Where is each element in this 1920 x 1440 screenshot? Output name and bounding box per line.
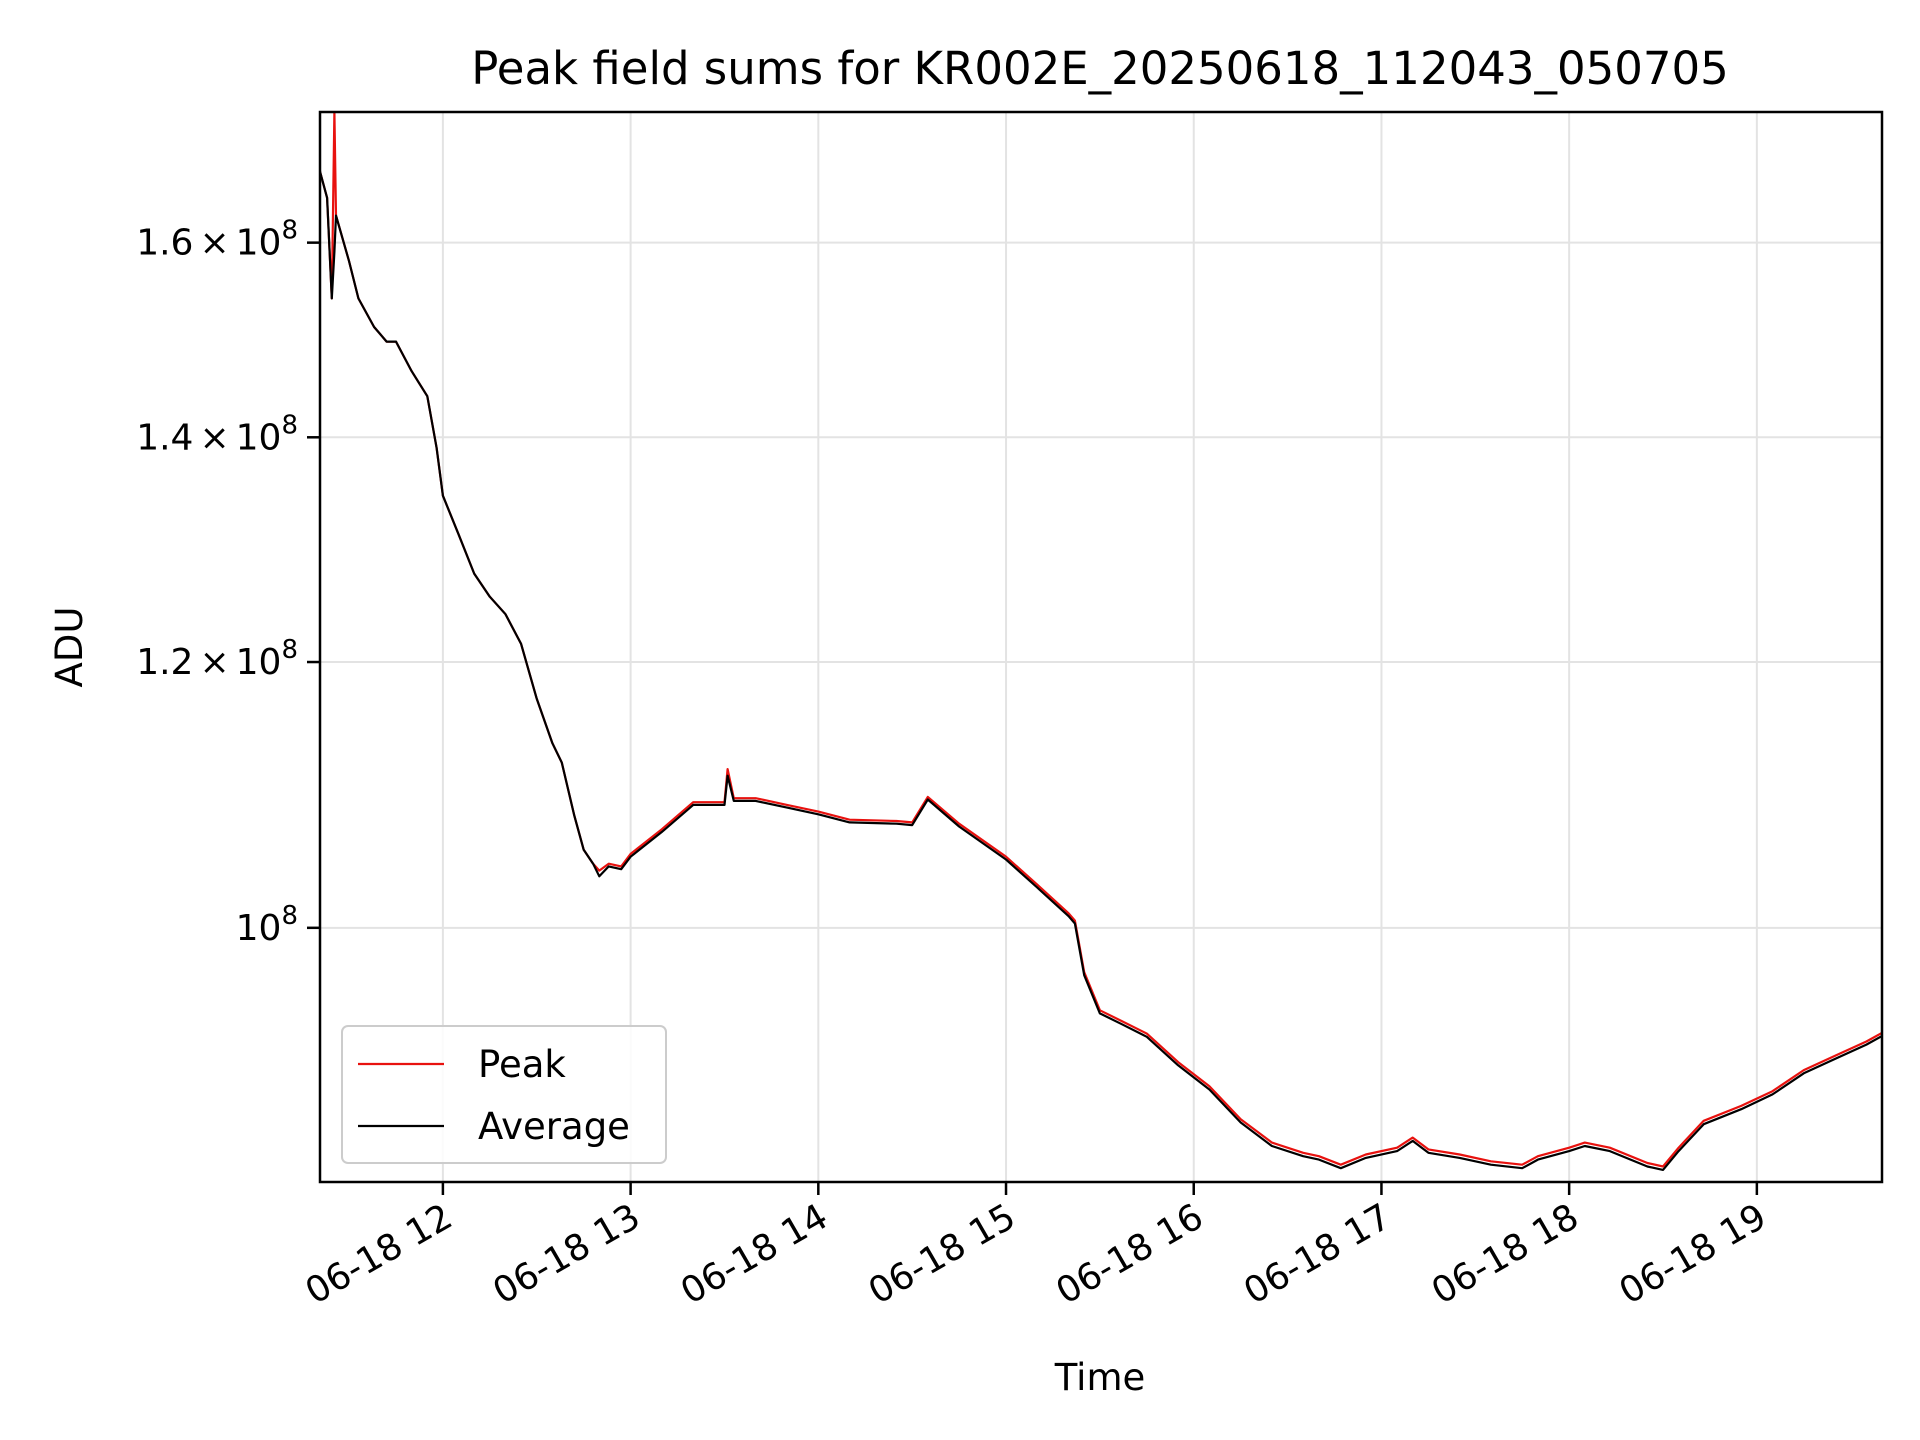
chart-title: Peak field sums for KR002E_20250618_1120… <box>471 42 1729 95</box>
legend-box <box>341 1025 667 1164</box>
y-tick-exponent: 8 <box>281 216 298 246</box>
legend-label-peak: Peak <box>478 1043 566 1086</box>
y-tick-mantissa: 1.4 <box>136 417 193 458</box>
y-tick-label: 108 <box>236 901 298 949</box>
y-tick-label: 1.2 × 108 <box>136 635 298 683</box>
x-axis-ticks: 06-18 12 06-18 13 06-18 14 06-18 15 06-18 16… <box>299 1182 1774 1313</box>
y-tick-exponent: 8 <box>281 901 298 931</box>
plot-frame <box>318 110 1884 1184</box>
legend: Peak Average <box>341 1025 667 1164</box>
y-tick-label: 1.4 × 108 <box>136 410 298 458</box>
x-tick-label: 06-18 12 <box>299 1196 460 1312</box>
y-tick-mantissa: 1.2 <box>136 642 193 683</box>
series-line-peak <box>320 112 1882 1168</box>
y-tick-mantissa: 1.6 <box>136 223 193 264</box>
x-axis-label: Time <box>1054 1356 1146 1399</box>
legend-label-average: Average <box>478 1105 630 1148</box>
y-tick-label: 1.6 × 108 <box>136 216 298 264</box>
x-tick-label: 06-18 14 <box>674 1196 835 1312</box>
series-group <box>320 112 1882 1171</box>
y-axis-label: ADU <box>48 607 91 688</box>
x-tick-label: 06-18 16 <box>1050 1196 1211 1312</box>
y-axis-ticks: 108 1.2 × 108 1.4 × 108 1.6 × 108 <box>136 216 320 949</box>
x-tick-label: 06-18 13 <box>486 1196 647 1312</box>
grid <box>320 112 1882 1182</box>
y-tick-exponent: 8 <box>281 410 298 440</box>
series-line-average <box>320 171 1882 1171</box>
x-tick-label: 06-18 17 <box>1237 1196 1398 1312</box>
x-tick-label: 06-18 19 <box>1613 1196 1774 1312</box>
x-tick-label: 06-18 15 <box>862 1196 1023 1312</box>
x-tick-label: 06-18 18 <box>1425 1196 1586 1312</box>
y-tick-exponent: 8 <box>281 635 298 665</box>
